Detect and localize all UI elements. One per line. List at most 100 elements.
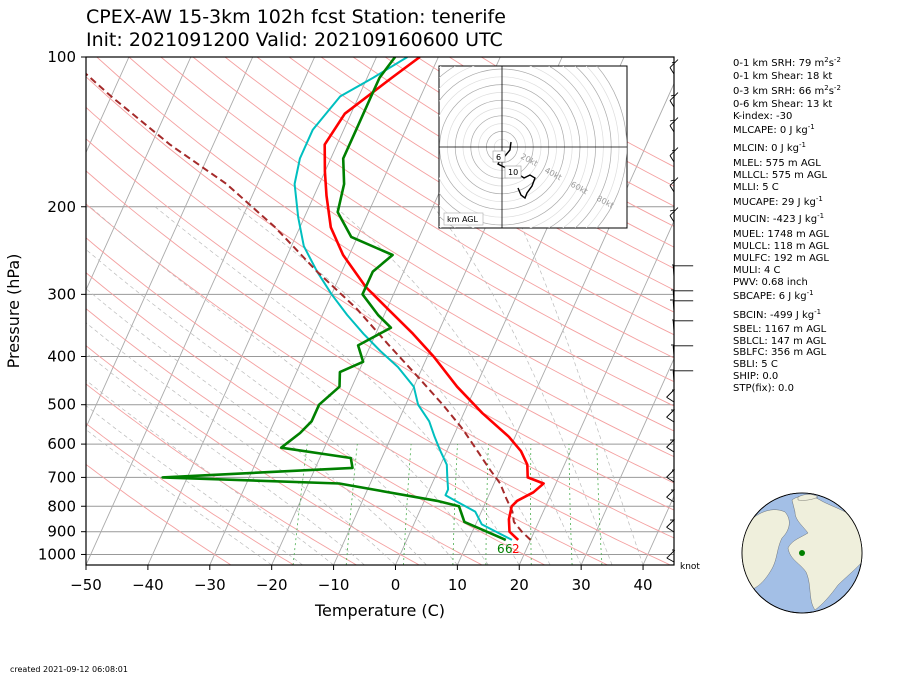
- x-tick-label: −50: [70, 576, 102, 594]
- parcel-profile: [86, 72, 532, 541]
- index-10: MUCAPE: 29 J kg-1: [733, 195, 823, 208]
- isotherm: [86, 57, 316, 565]
- barb-shaft: [666, 496, 675, 503]
- x-tick-label: 40: [634, 576, 653, 594]
- barb-stem: [669, 209, 675, 212]
- y-tick-label: 1000: [38, 545, 76, 563]
- mixing-ratio-line: [403, 444, 412, 565]
- index-20: SBLCL: 147 m AGL: [733, 336, 826, 347]
- index-7: MLEL: 575 m AGL: [733, 158, 821, 169]
- knot-label: knot: [680, 562, 700, 572]
- moist-adiabat: [86, 405, 303, 565]
- hodo-mark-box-6: [492, 150, 506, 163]
- locator-globe: [741, 492, 863, 614]
- surface-temperature-label: 2: [512, 542, 520, 556]
- mixing-ratio-line: [596, 444, 603, 565]
- x-tick-label: 20: [510, 576, 529, 594]
- moist-adiabat: [86, 352, 365, 565]
- index-8: MLLCL: 575 m AGL: [733, 170, 827, 181]
- dry-adiabat: [86, 463, 232, 565]
- mixing-ratio-line: [452, 444, 458, 565]
- temperature-profile: [323, 57, 545, 541]
- surface-dewpoint-label: 6: [497, 542, 505, 556]
- barb-shaft: [666, 476, 675, 483]
- mixing-ratio-line: [568, 444, 573, 565]
- chart-title: CPEX-AW 15-3km 102h fcst Station: teneri…: [86, 6, 506, 28]
- dry-adiabat: [86, 170, 674, 539]
- hodo-label-box: [443, 212, 484, 226]
- x-tick-label: 0: [391, 576, 401, 594]
- globe-land-north: [797, 494, 819, 501]
- barb-shaft: [666, 526, 675, 533]
- barb-flag: [666, 518, 675, 528]
- x-tick-label: −40: [132, 576, 164, 594]
- dry-adiabat: [288, 57, 674, 291]
- x-axis-label: Temperature (C): [314, 601, 445, 620]
- y-axis-ticks: 100 200 300 400 500 600 700 800 900 1000: [38, 48, 86, 563]
- barb-shaft: [672, 345, 675, 358]
- dry-adiabat: [86, 237, 608, 565]
- index-12: MUEL: 1748 m AGL: [733, 229, 829, 240]
- barb-shaft: [669, 215, 675, 223]
- moist-adiabat: [86, 322, 396, 565]
- isotherm: [86, 57, 130, 154]
- moist-adiabat: [511, 206, 644, 565]
- surface-temperature-label-a: 6: [505, 542, 513, 556]
- y-tick-label: 500: [47, 396, 76, 414]
- dry-adiabat: [86, 138, 674, 511]
- index-15: MULI: 4 C: [733, 265, 781, 276]
- isotherm: [209, 57, 439, 565]
- barb-flag: [666, 388, 675, 398]
- profile-lines: [86, 57, 545, 542]
- mixing-ratio-line: [530, 444, 532, 565]
- moist-adiabat: [86, 429, 272, 565]
- isotherm: [86, 57, 192, 292]
- y-axis-label: Pressure (hPa): [4, 254, 23, 369]
- hodograph-inset: 20kt 40kt 60kt 80kt 6 10 km AGL: [438, 65, 628, 229]
- mixing-ratio-line: [292, 444, 308, 565]
- dry-adiabat: [86, 345, 420, 565]
- dry-adiabat: [224, 57, 674, 336]
- barb-flag: [669, 177, 679, 186]
- chart-subtitle: Init: 2021091200 Valid: 202109160600 UTC: [86, 29, 503, 51]
- x-tick-label: −10: [318, 576, 350, 594]
- moist-adiabat: [154, 206, 520, 565]
- moist-adiabat: [86, 249, 458, 565]
- barb-shaft: [669, 155, 675, 163]
- isotherm: [86, 57, 254, 429]
- barb-stem: [671, 149, 675, 152]
- wind-barbs: [666, 59, 694, 563]
- barb-stem: [669, 119, 675, 122]
- wetbulb-profile: [293, 57, 513, 541]
- index-11: MUCIN: -423 J kg-1: [733, 212, 824, 225]
- dry-adiabat: [96, 57, 674, 432]
- index-4: K-index: -30: [733, 111, 792, 122]
- index-9: MLLI: 5 C: [733, 182, 779, 193]
- y-tick-label: 600: [47, 435, 76, 453]
- globe-outline: [741, 492, 863, 614]
- globe-land-africa-europe: [787, 495, 862, 611]
- barb-shaft: [669, 100, 675, 108]
- barb-flag: [666, 549, 676, 559]
- index-23: SHIP: 0.0: [733, 371, 778, 382]
- barb-shaft: [672, 320, 675, 333]
- y-tick-label: 400: [47, 348, 76, 366]
- dry-adiabat: [86, 422, 294, 565]
- isotherm: [580, 357, 674, 565]
- mixing-ratio-line: [485, 444, 489, 565]
- barb-shaft: [669, 185, 675, 193]
- index-3: 0-6 km Shear: 13 kt: [733, 99, 832, 110]
- index-19: SBEL: 1167 m AGL: [733, 324, 827, 335]
- dry-adiabat: [320, 57, 674, 269]
- dry-adiabat: [86, 76, 674, 458]
- index-5: MLCAPE: 0 J kg-1: [733, 123, 815, 136]
- barb-stem: [670, 179, 675, 182]
- hodo-mark-10: 10: [508, 168, 518, 177]
- index-14: MULFC: 192 m AGL: [733, 253, 829, 264]
- barb-flag: [669, 92, 679, 101]
- isotherm: [518, 220, 674, 565]
- x-axis-ticks: −50 −40 −30 −20 −10 0 10 20 30 40: [70, 565, 653, 594]
- barb-shaft: [669, 67, 675, 75]
- globe-land-americas: [742, 509, 790, 591]
- index-1: 0-1 km Shear: 18 kt: [733, 71, 832, 82]
